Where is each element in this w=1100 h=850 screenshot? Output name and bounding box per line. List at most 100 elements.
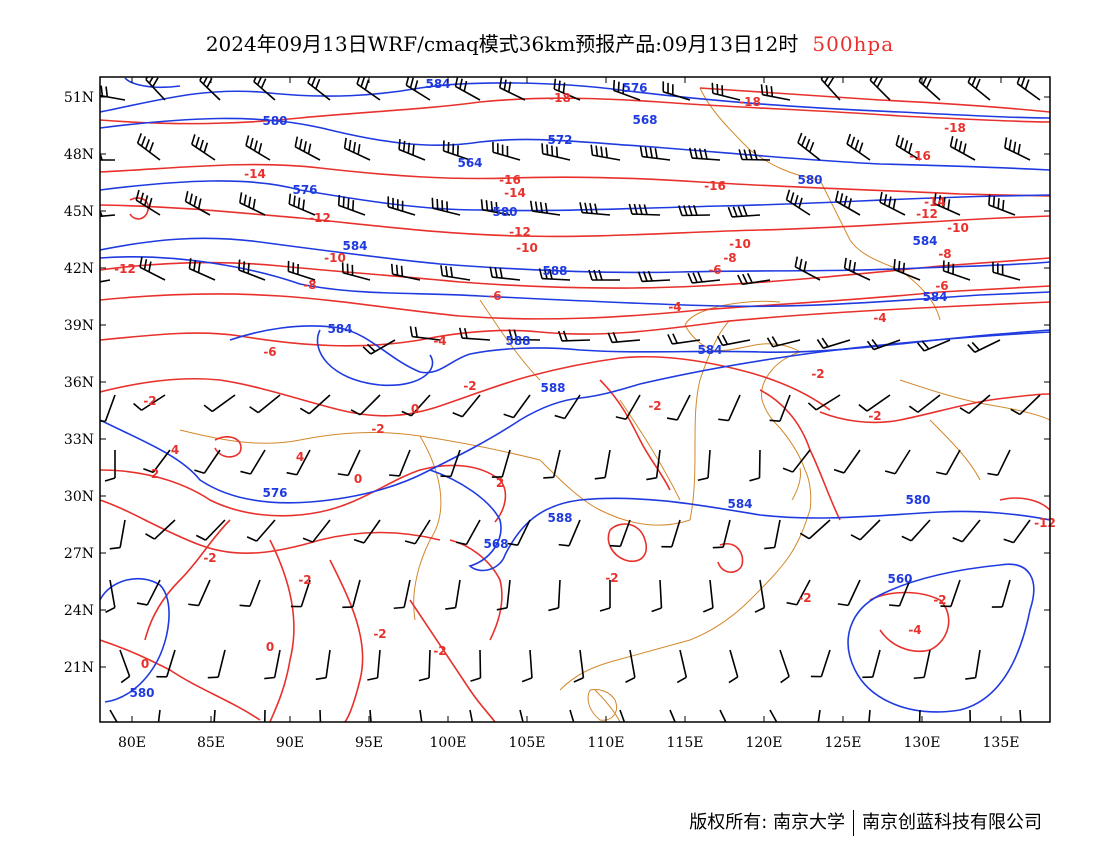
temperature-contour-line <box>100 499 441 554</box>
wind-barb <box>246 519 276 542</box>
wind-barb <box>393 579 411 610</box>
wind-barb <box>440 449 461 478</box>
wind-barb <box>405 77 431 101</box>
temperature-contour-label: -2 <box>463 379 476 393</box>
lon-tick-label: 120E <box>746 735 783 751</box>
wind-barb <box>136 133 161 161</box>
wind-barb <box>1016 77 1041 101</box>
wind-barb <box>612 79 641 101</box>
wind-barb <box>213 709 216 722</box>
wind-barb <box>651 579 663 613</box>
wind-barb <box>521 649 533 683</box>
wind-barb <box>553 78 581 101</box>
wind-barb <box>350 394 381 416</box>
wind-barb <box>879 191 906 216</box>
wind-barb <box>913 649 931 680</box>
lon-tick-label: 80E <box>118 735 146 751</box>
wind-barb <box>727 205 761 218</box>
height-contour-label: 584 <box>922 290 947 304</box>
wind-barb <box>967 339 1001 353</box>
wind-barb <box>573 649 585 683</box>
wind-barb <box>195 519 226 541</box>
wind-barb <box>245 135 271 161</box>
wind-barb <box>794 256 821 281</box>
temperature-contour-label: 2 <box>496 476 504 490</box>
temperature-contour-label: -6 <box>488 289 501 303</box>
wind-barb <box>893 259 921 281</box>
wind-barb <box>538 268 571 281</box>
boundary-line <box>594 689 621 722</box>
wind-barb <box>239 579 261 607</box>
temperature-contour-label: -2 <box>371 422 384 436</box>
temperature-contour-label: -16 <box>499 173 521 187</box>
wind-barb <box>594 449 611 480</box>
boundary-line <box>179 429 301 444</box>
temperature-contour-line <box>819 393 1050 424</box>
wind-barb <box>716 334 751 347</box>
wind-barb <box>452 394 481 418</box>
wind-barb <box>519 709 524 722</box>
wind-barb <box>1004 137 1031 161</box>
lon-tick-label: 85E <box>197 735 225 751</box>
wind-barb <box>184 191 211 216</box>
temperature-contour-label: -18 <box>549 91 571 105</box>
wind-barb <box>454 77 481 101</box>
wind-barb <box>833 449 861 474</box>
wind-barb <box>253 77 276 101</box>
wind-barb <box>507 519 531 546</box>
lon-tick-label: 115E <box>667 735 704 751</box>
wind-barb <box>302 519 331 543</box>
wind-barb <box>908 394 941 413</box>
wind-barb <box>319 709 322 722</box>
height-contour-label: 588 <box>505 334 530 348</box>
wind-barb <box>367 649 381 681</box>
temperature-contour-label: -8 <box>938 247 951 261</box>
wind-barb <box>718 394 741 422</box>
height-contour-label: 588 <box>540 381 565 395</box>
wind-barb <box>901 519 931 542</box>
wind-barb <box>315 649 331 681</box>
lon-tick-label: 130E <box>904 735 941 751</box>
temperature-contour-label: -6 <box>263 345 276 359</box>
map-frame <box>99 76 1051 723</box>
wind-barb <box>419 709 423 722</box>
temperature-contour-label: -2 <box>648 399 661 413</box>
wind-barb <box>646 449 661 481</box>
wind-barb <box>503 394 531 419</box>
wind-barb <box>688 147 721 161</box>
lon-tick-label: 135E <box>983 735 1020 751</box>
temperature-contour-label: -4 <box>908 623 921 637</box>
wind-barb <box>837 579 861 607</box>
wind-barb <box>702 579 714 613</box>
wind-barb <box>869 77 891 101</box>
wind-barb <box>933 193 961 216</box>
wind-barb <box>109 519 126 550</box>
temperature-contour-label: -2 <box>811 367 824 381</box>
wind-barb <box>850 519 881 541</box>
temperature-contour-label: 0 <box>141 657 149 671</box>
wind-barb <box>916 339 951 352</box>
temperature-contour-label: -14 <box>244 167 266 181</box>
wind-barb <box>558 519 581 547</box>
boundary-line <box>819 179 901 271</box>
temperature-contour-label: -18 <box>739 95 761 109</box>
wind-barb <box>145 519 176 540</box>
wind-barb <box>369 709 372 722</box>
wind-barb <box>678 205 711 217</box>
wind-barb <box>100 85 126 101</box>
height-contour-line <box>124 77 181 89</box>
height-contour-label: 568 <box>483 537 508 551</box>
wind-barb <box>458 327 491 341</box>
temperature-contour-line <box>100 163 1050 197</box>
wind-barb <box>846 133 871 161</box>
wind-barb <box>1003 519 1031 544</box>
wind-barb <box>862 649 881 679</box>
height-contour-label: 580 <box>905 493 930 507</box>
height-contour-label: 584 <box>425 77 450 91</box>
wind-barb <box>607 332 641 344</box>
lon-tick-label: 125E <box>825 735 862 751</box>
wind-barb <box>662 81 691 101</box>
wind-barb <box>456 519 481 546</box>
wind-barb <box>341 262 371 281</box>
temperature-contour-line <box>129 197 150 220</box>
